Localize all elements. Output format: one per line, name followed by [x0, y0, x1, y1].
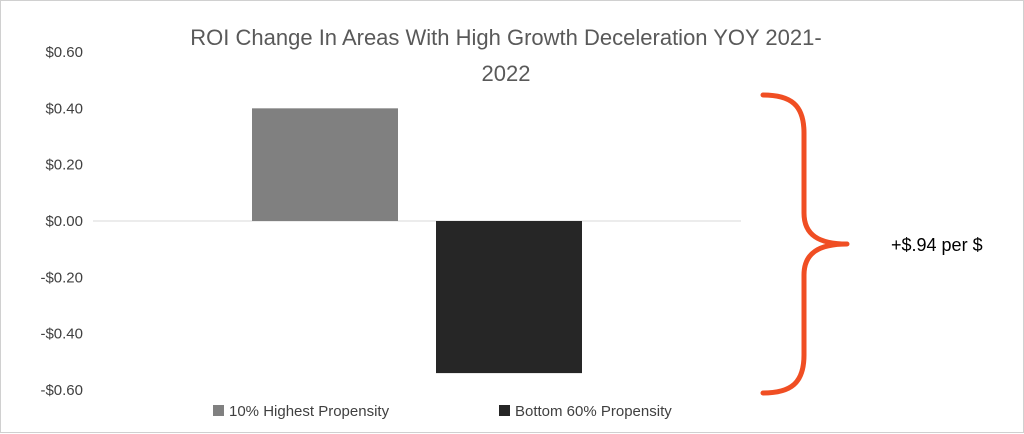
- legend-swatch: [499, 405, 510, 416]
- bar-highest-propensity: [252, 108, 398, 221]
- y-tick-label: -$0.60: [40, 382, 83, 399]
- chart-title-line-2: 2022: [482, 61, 531, 86]
- y-axis-tick-labels: $0.60 $0.40 $0.20 $0.00 -$0.20 -$0.40 -$0.60: [40, 44, 83, 399]
- bar-bottom-propensity: [436, 221, 582, 374]
- y-tick-label: $0.40: [45, 100, 83, 117]
- y-tick-label: -$0.20: [40, 269, 83, 286]
- y-tick-label: $0.00: [45, 213, 83, 230]
- annotation-label: +$.94 per $: [891, 235, 983, 255]
- bars-group: [252, 108, 582, 374]
- chart-title-line-1: ROI Change In Areas With High Growth Dec…: [190, 25, 821, 50]
- legend-label: Bottom 60% Propensity: [515, 403, 672, 420]
- y-tick-label: $0.20: [45, 157, 83, 174]
- legend-swatch: [213, 405, 224, 416]
- legend-label: 10% Highest Propensity: [229, 403, 390, 420]
- curly-brace: [760, 92, 850, 396]
- legend: 10% Highest Propensity Bottom 60% Propens…: [213, 403, 672, 420]
- y-tick-label: $0.60: [45, 44, 83, 61]
- y-tick-label: -$0.40: [40, 326, 83, 343]
